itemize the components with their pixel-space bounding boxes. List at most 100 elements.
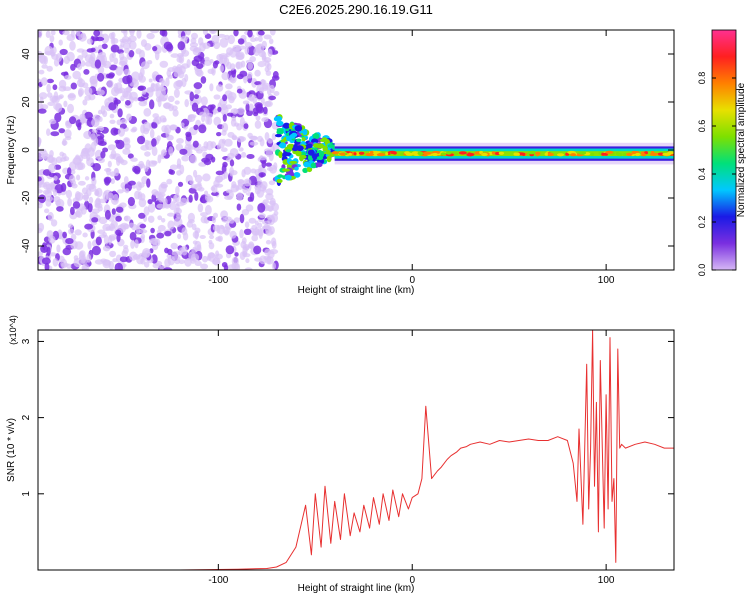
spectrogram-noise-blob	[159, 78, 165, 84]
spectrogram-x-ticks: -100 0 100	[208, 30, 615, 286]
spectrogram-noise-blob	[194, 88, 201, 95]
colorbar-ticks: 0.0 0.2 0.4 0.6 0.8	[697, 29, 737, 276]
spectrogram-noise-blob	[144, 139, 150, 146]
spectrogram-noise-blob	[258, 213, 266, 219]
spectrogram-peak-blob	[528, 151, 536, 155]
spectrogram-noise-blob	[124, 143, 131, 150]
spectrogram-noise-blob	[180, 122, 185, 127]
spectrogram-noise-blob	[187, 114, 197, 119]
spectrogram-noise-blob	[215, 250, 220, 257]
spectrogram-noise-blob	[194, 260, 202, 266]
spectrogram-noise-blob	[38, 169, 45, 176]
spectrogram-noise-blob	[204, 193, 211, 202]
spectrogram-noise-blob	[108, 102, 117, 111]
spectrogram-noise-blob	[189, 180, 195, 185]
spectrogram-noise-blob	[176, 79, 183, 87]
spectrogram-noise-blob	[192, 47, 201, 56]
spectrogram-onset-blob	[295, 150, 302, 157]
spectrogram-noise-blob	[251, 230, 258, 236]
spectrogram-noise-blob	[248, 90, 256, 96]
spectrogram-noise-blob	[98, 116, 103, 122]
spectrogram-noise-blob	[199, 235, 206, 239]
spectrogram-noise-blob	[241, 151, 247, 158]
spectrogram-noise-blob	[84, 54, 94, 63]
spectrogram-peak-blob	[547, 152, 553, 156]
spectrogram-noise-blob	[221, 72, 230, 81]
spectrogram-noise-blob	[170, 53, 180, 58]
spectrogram-noise-blob	[241, 169, 246, 178]
spectrogram-noise-blob	[52, 84, 58, 91]
spectrogram-noise-blob	[131, 126, 138, 132]
spectrogram-noise-blob	[197, 203, 204, 213]
spectrogram-noise-blob	[52, 258, 59, 267]
spectrogram-peak-blob	[481, 152, 488, 157]
colorbar-tick-label: 0.6	[697, 120, 707, 133]
spectrogram-noise-blob	[268, 180, 276, 186]
spectrogram-peak-blob	[635, 152, 641, 157]
spectrogram-noise-blob	[50, 183, 55, 190]
spectrogram-noise-blob	[246, 154, 255, 159]
spectrogram-noise-blob	[216, 53, 224, 61]
spectrogram-noise-blob	[238, 147, 244, 152]
spectrogram-noise-blob	[151, 193, 156, 202]
spectrogram-peak-blob	[578, 151, 587, 155]
spectrogram-noise-blob	[138, 182, 145, 188]
spectrogram-noise-blob	[97, 157, 105, 164]
spectrogram-noise-blob	[117, 127, 125, 137]
spectrogram-noise-blob	[222, 114, 227, 122]
spectrogram-noise-blob	[91, 129, 98, 134]
spectrogram-noise-blob	[177, 181, 184, 187]
spectrogram-noise-blob	[169, 201, 177, 211]
spectrogram-noise-blob	[267, 217, 273, 225]
spectrogram-noise-blob	[247, 71, 253, 79]
x-tick-label: 0	[409, 275, 415, 286]
spectrogram-noise-blob	[193, 124, 199, 131]
spectrogram-peak-blob	[440, 152, 447, 156]
spectrogram-noise-blob	[199, 111, 207, 117]
spectrogram-noise-blob	[136, 225, 141, 235]
spectrogram-noise-blob	[233, 30, 239, 37]
spectrogram-noise-blob	[133, 97, 139, 102]
spectrogram-noise-blob	[263, 34, 272, 40]
spectrogram-noise-blob	[223, 264, 229, 270]
spectrogram-noise-blob	[186, 148, 193, 157]
spectrogram-noise-blob	[229, 148, 239, 157]
spectrogram-noise-blob	[185, 30, 191, 36]
spectrogram-noise-blob	[110, 178, 116, 185]
spectrogram-marks	[38, 30, 674, 270]
spectrogram-peak-blob	[605, 150, 614, 154]
spectrogram-onset-blob	[322, 145, 328, 152]
spectrogram-peak-blob	[494, 151, 501, 156]
spectrogram-noise-blob	[122, 148, 131, 155]
spectrogram-noise-blob	[227, 92, 237, 101]
spectrogram-peak-blob	[392, 151, 397, 155]
colorbar-tick-label: 0.2	[697, 216, 707, 229]
spectrogram-noise-blob	[102, 259, 111, 269]
snr-frame	[37, 329, 675, 571]
spectrogram-noise-blob	[119, 52, 125, 61]
spectrogram-y-label: Frequency (Hz)	[6, 116, 17, 185]
spectrogram-noise-blob	[261, 160, 267, 169]
spectrogram-noise-blob	[83, 69, 90, 75]
spectrogram-region-3	[331, 142, 674, 165]
spectrogram-onset-blob	[302, 167, 309, 173]
spectrogram-noise-blob	[146, 32, 155, 40]
spectrogram-noise-blob	[38, 108, 47, 114]
spectrogram-noise-blob	[45, 30, 51, 38]
spectrogram-noise-blob	[124, 47, 130, 54]
spectrogram-noise-blob	[71, 183, 78, 189]
spectrogram-noise-blob	[38, 251, 44, 257]
spectrogram-noise-blob	[129, 40, 137, 50]
spectrogram-noise-blob	[114, 139, 121, 144]
spectrogram-noise-blob	[136, 30, 142, 39]
spectrogram-noise-blob	[89, 75, 97, 85]
spectrogram-noise-blob	[139, 223, 147, 229]
spectrogram-noise-blob	[229, 218, 235, 224]
spectrogram-noise-blob	[125, 100, 131, 106]
spectrogram-noise-blob	[245, 102, 250, 113]
spectrogram-noise-blob	[254, 257, 263, 262]
spectrogram-peak-blob	[570, 153, 577, 157]
spectrogram-noise-blob	[229, 230, 237, 239]
spectrogram-noise-blob	[78, 251, 85, 261]
spectrogram-noise-blob	[178, 54, 185, 64]
